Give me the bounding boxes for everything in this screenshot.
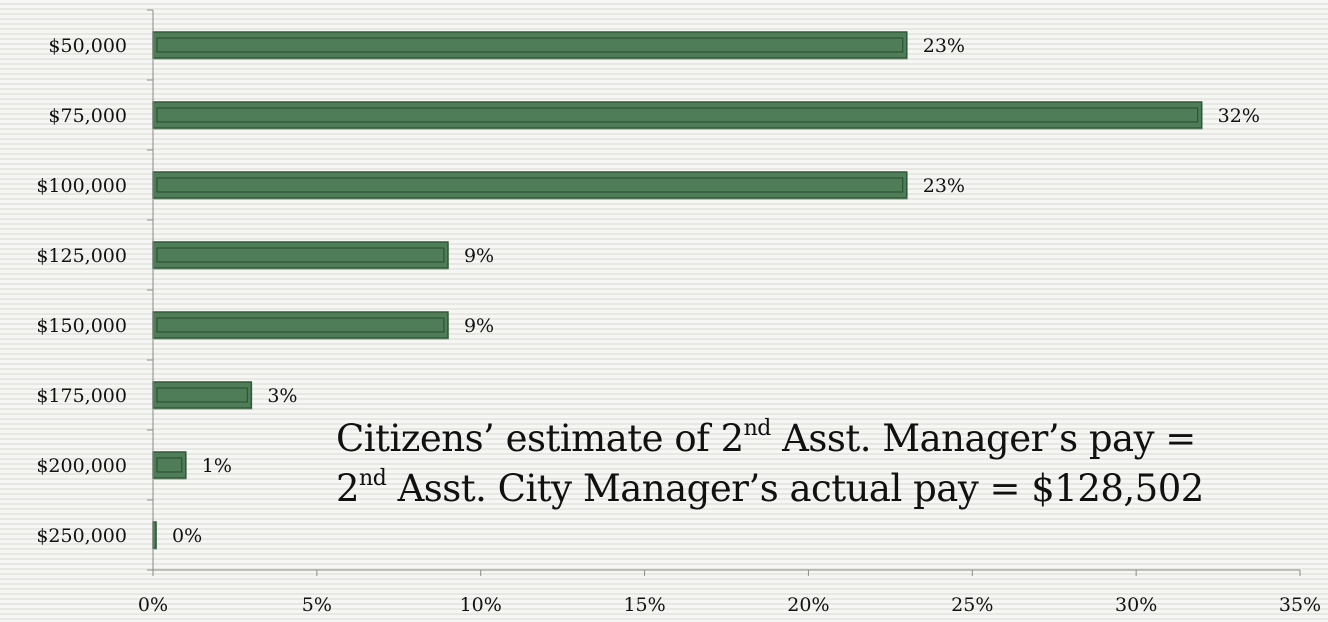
data-label: 9% (464, 315, 494, 337)
annotation-estimate: Citizens’ estimate of 2nd Asst. Manager’… (336, 416, 1196, 460)
data-label: 9% (464, 245, 494, 267)
category-label: $175,000 (36, 385, 127, 407)
bar (152, 381, 253, 409)
x-tick-label: 0% (138, 594, 168, 616)
bars (152, 31, 1203, 550)
x-tick-label: 10% (460, 594, 502, 616)
labels: 0% 5% 10% 15% 20% 25% 30% 35% $50,000 23% $75,000 3… (36, 35, 1321, 616)
category-label: $150,000 (36, 315, 127, 337)
x-tick-label: 25% (951, 594, 993, 616)
bar (152, 171, 908, 199)
x-tick-label: 30% (1115, 594, 1157, 616)
bar-inner-bevel (156, 317, 445, 333)
data-label: 1% (202, 455, 232, 477)
data-label: 32% (1218, 105, 1260, 127)
annotation-actual: 2nd Asst. City Manager’s actual pay = $1… (336, 466, 1204, 510)
bar (152, 101, 1203, 129)
bar (152, 451, 187, 479)
bar (152, 241, 449, 269)
category-label: $75,000 (48, 105, 127, 127)
x-tick-label: 20% (787, 594, 829, 616)
data-label: 23% (923, 175, 965, 197)
bar-inner-bevel (156, 457, 183, 473)
bar-inner-bevel (156, 387, 248, 403)
bar (152, 311, 449, 339)
bar-inner-bevel (156, 247, 445, 263)
category-label: $250,000 (36, 525, 127, 547)
bar-inner-bevel (156, 177, 904, 193)
category-label: $100,000 (36, 175, 127, 197)
data-label: 0% (172, 525, 202, 547)
category-label: $125,000 (36, 245, 127, 267)
axes (147, 9, 1301, 576)
data-label: 3% (267, 385, 297, 407)
category-label: $50,000 (48, 35, 127, 57)
x-tick-label: 5% (302, 594, 332, 616)
category-label: $200,000 (36, 455, 127, 477)
bar-inner-bevel (156, 107, 1199, 123)
x-tick-label: 15% (623, 594, 665, 616)
bar (152, 31, 908, 59)
bar-inner-bevel (156, 37, 904, 53)
x-tick-label: 35% (1279, 594, 1321, 616)
data-label: 23% (923, 35, 965, 57)
